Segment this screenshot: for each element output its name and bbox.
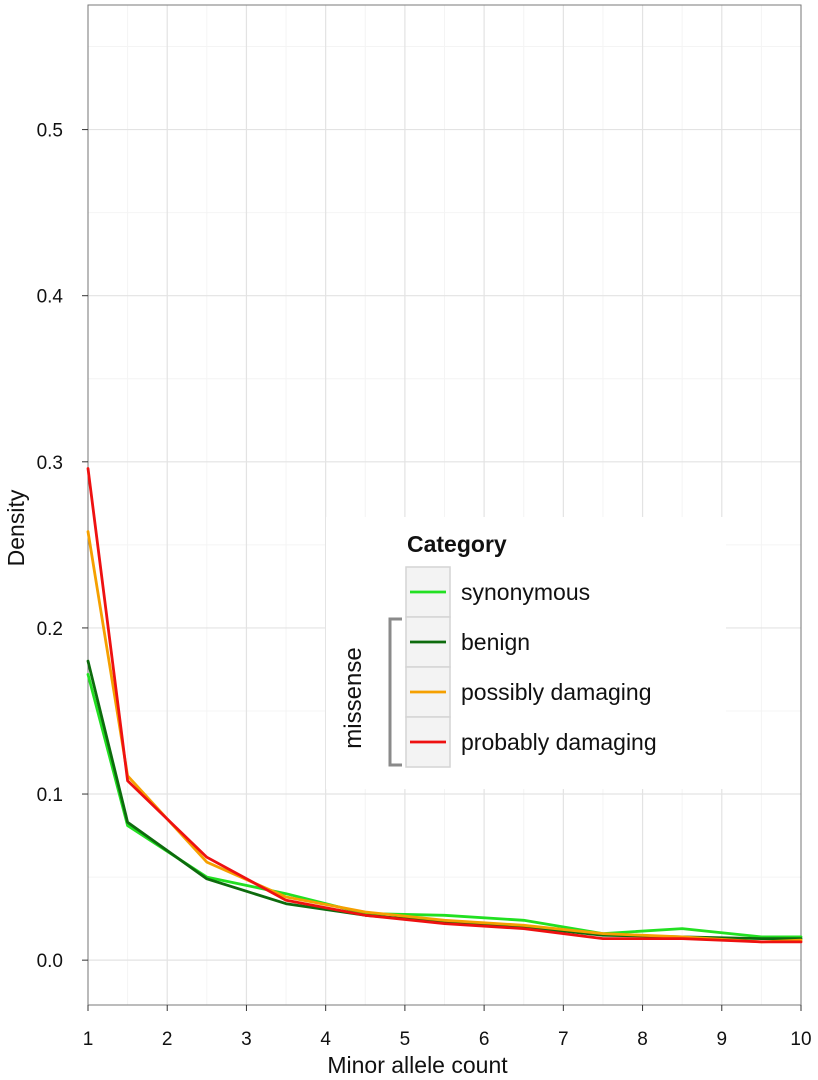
x-tick-label: 4 — [320, 1029, 331, 1050]
y-tick-label: 0.5 — [37, 121, 63, 142]
legend-title: Category — [407, 531, 507, 557]
x-tick-label: 5 — [400, 1029, 411, 1050]
missense-bracket — [388, 617, 402, 767]
x-tick-label: 3 — [241, 1029, 252, 1050]
plot-area — [87, 5, 802, 1005]
axes: 1 2 3 4 5 6 7 8 9 10 0.0 0.1 0.2 0.3 0.4 0.5 Minor allel… — [3, 4, 812, 1078]
x-tick-label: 7 — [558, 1029, 569, 1050]
x-axis-title: Minor allele count — [327, 1052, 508, 1078]
legend: Category synonymous benign possibly damagin… — [326, 517, 726, 789]
y-tick-label: 0.4 — [37, 287, 64, 308]
plot-border — [87, 4, 802, 1006]
legend-label: possibly damaging — [461, 679, 652, 705]
x-tick-label: 1 — [83, 1029, 94, 1050]
x-tick-label: 8 — [637, 1029, 648, 1050]
y-tick-label: 0.2 — [37, 619, 63, 640]
legend-background — [326, 517, 726, 789]
series-line-probably-damaging — [86, 467, 803, 944]
y-tick-label: 0.0 — [37, 951, 63, 972]
x-tick-label: 9 — [716, 1029, 727, 1050]
y-axis-title: Density — [3, 489, 29, 566]
legend-label: synonymous — [461, 579, 590, 605]
x-tick-label: 10 — [790, 1029, 811, 1050]
y-tick-label: 0.1 — [37, 785, 63, 806]
y-tick-label: 0.3 — [37, 453, 63, 474]
missense-bracket-label: missense — [340, 647, 367, 748]
x-tick-label: 6 — [479, 1029, 490, 1050]
legend-label: benign — [461, 629, 530, 655]
legend-label: probably damaging — [461, 729, 657, 755]
x-tick-label: 2 — [162, 1029, 173, 1050]
series-layer — [86, 467, 803, 944]
